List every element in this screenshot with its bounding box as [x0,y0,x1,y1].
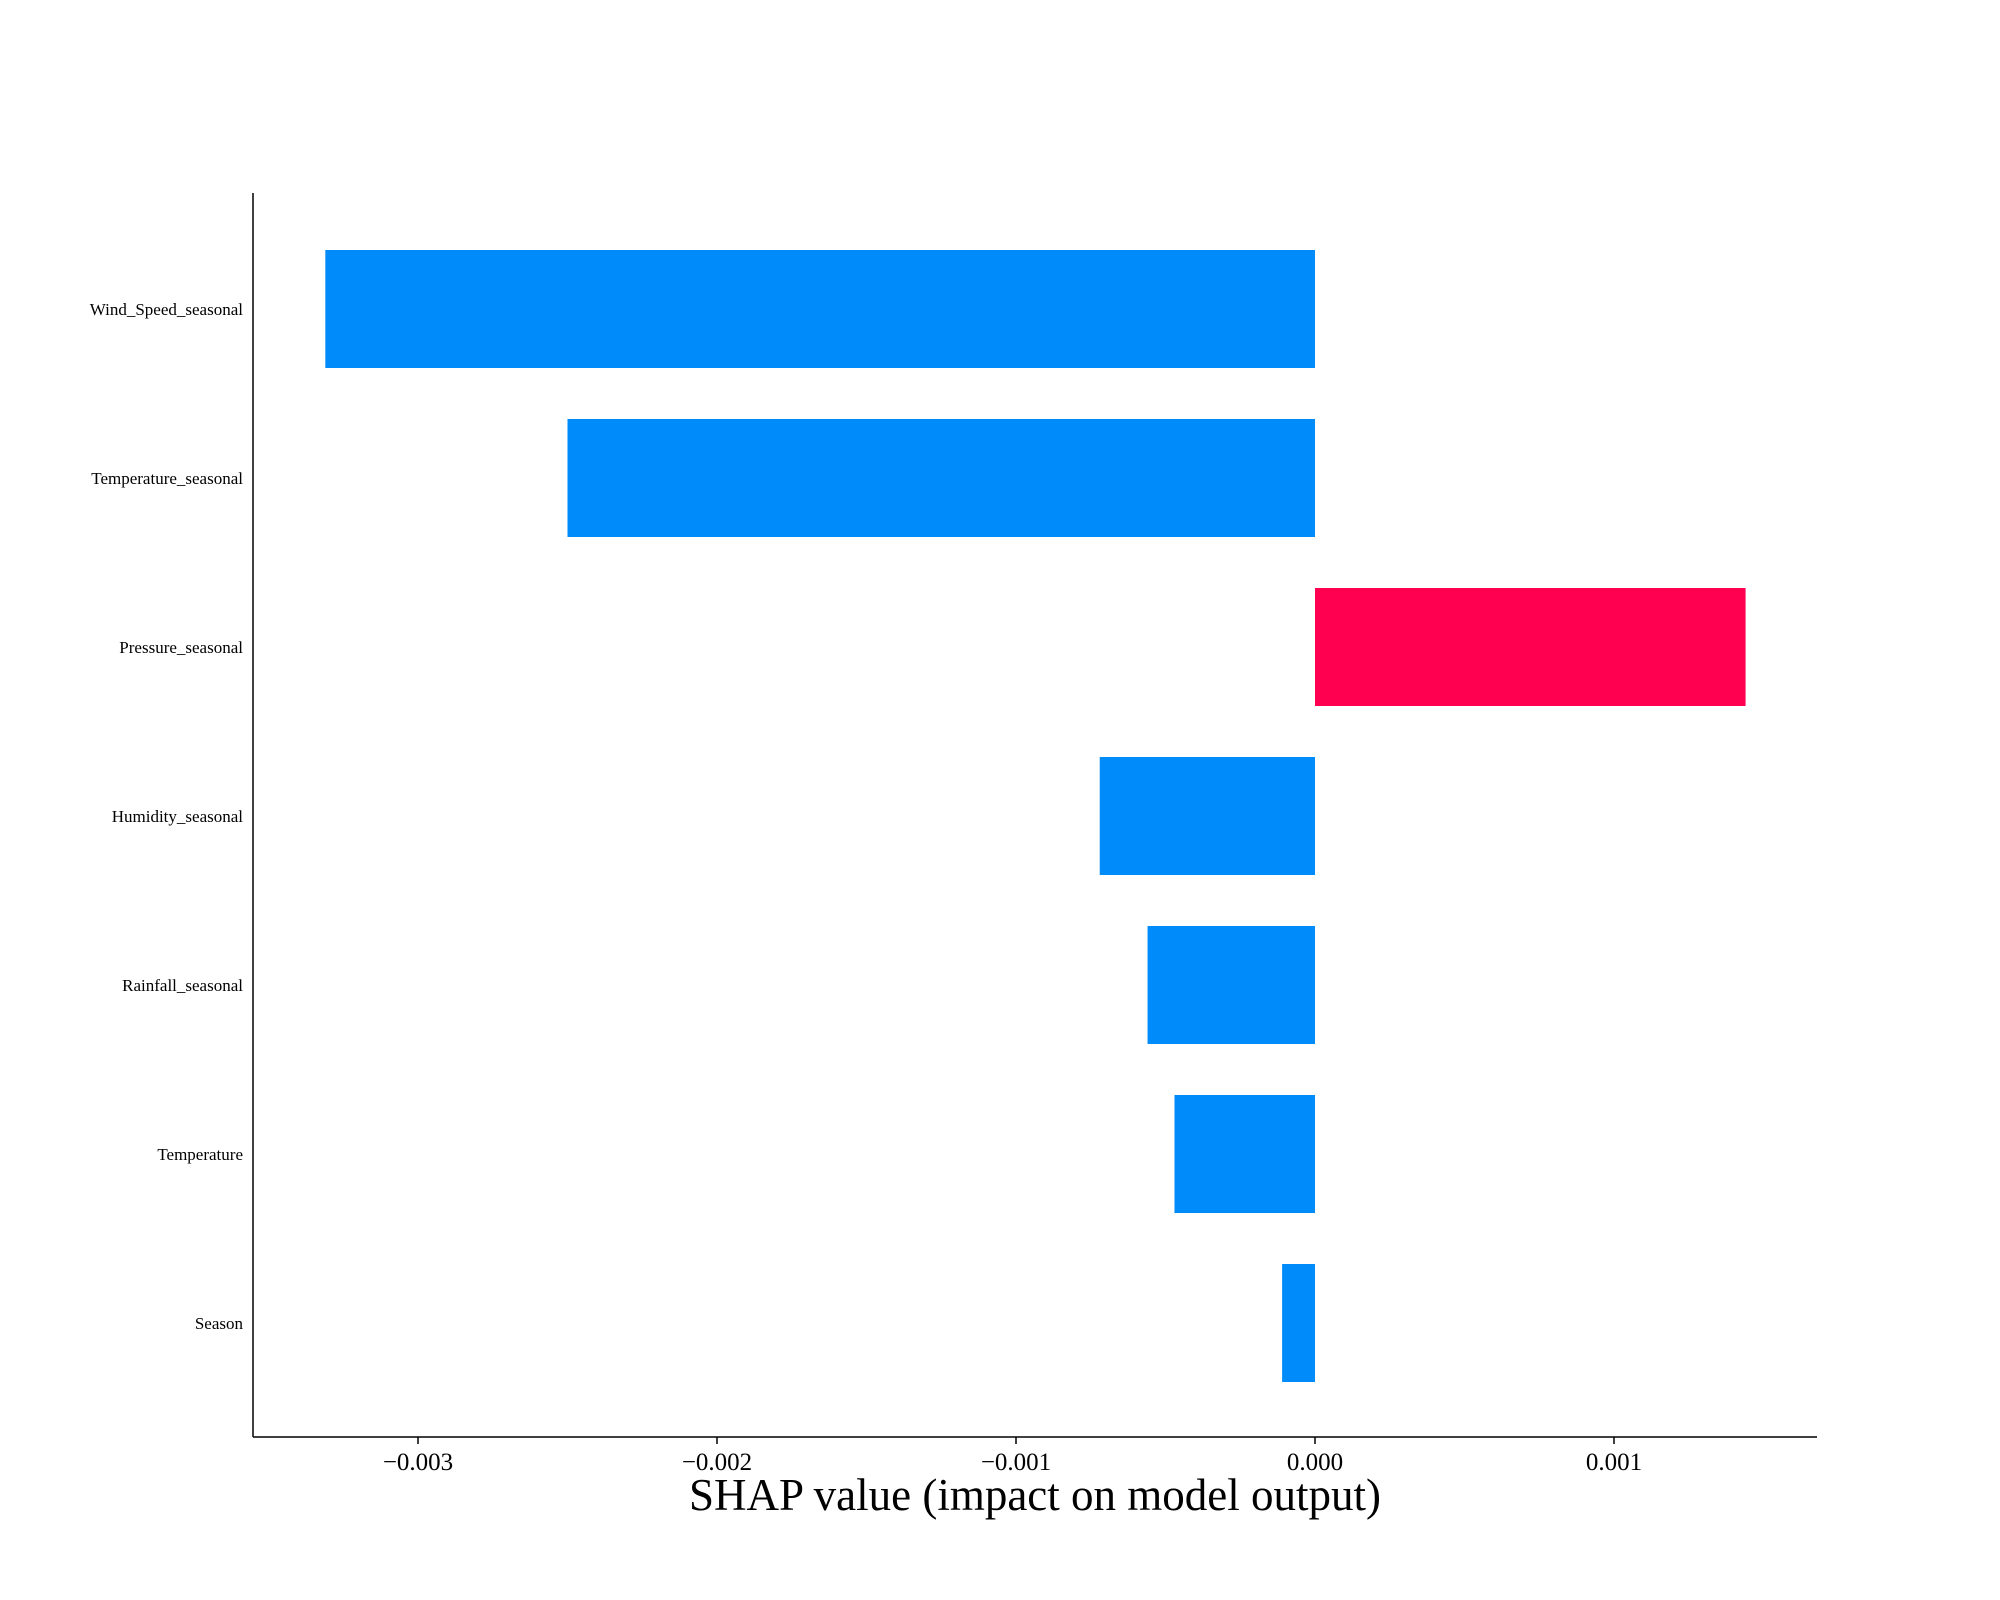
axes-layer [252,193,1817,1438]
bar-humidity-seasonal [1099,757,1315,875]
category-label: Temperature_seasonal [91,469,243,488]
bar-pressure-seasonal [1315,588,1746,706]
x-ticks: −0.003 −0.002 −0.001 0.000 0.001 [383,1437,1642,1476]
bar-temperature [1174,1095,1315,1213]
bar-temperature-seasonal [567,419,1315,537]
category-label: Wind_Speed_seasonal [90,300,244,319]
x-axis-title: SHAP value (impact on model output) [689,1470,1381,1520]
x-tick-label: −0.003 [383,1449,453,1476]
y-category-labels: Wind_Speed_seasonal Temperature_seasonal P… [90,300,244,1333]
x-tick-label: −0.002 [682,1449,752,1476]
x-tick-label: 0.000 [1287,1449,1343,1476]
bar-season [1282,1264,1315,1382]
x-tick-label: −0.001 [981,1449,1051,1476]
bars-layer [325,250,1746,1382]
bar-wind-speed-seasonal [325,250,1315,368]
category-label: Temperature [157,1145,243,1164]
bar-rainfall-seasonal [1147,926,1315,1044]
category-label: Rainfall_seasonal [122,976,243,995]
x-tick-label: 0.001 [1586,1449,1642,1476]
category-label: Pressure_seasonal [119,638,243,657]
category-label: Humidity_seasonal [112,807,244,826]
category-label: Season [195,1314,244,1333]
